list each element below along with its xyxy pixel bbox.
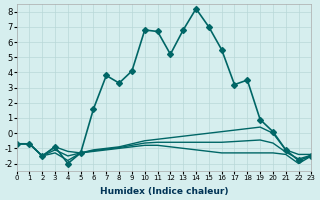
X-axis label: Humidex (Indice chaleur): Humidex (Indice chaleur) <box>100 187 228 196</box>
